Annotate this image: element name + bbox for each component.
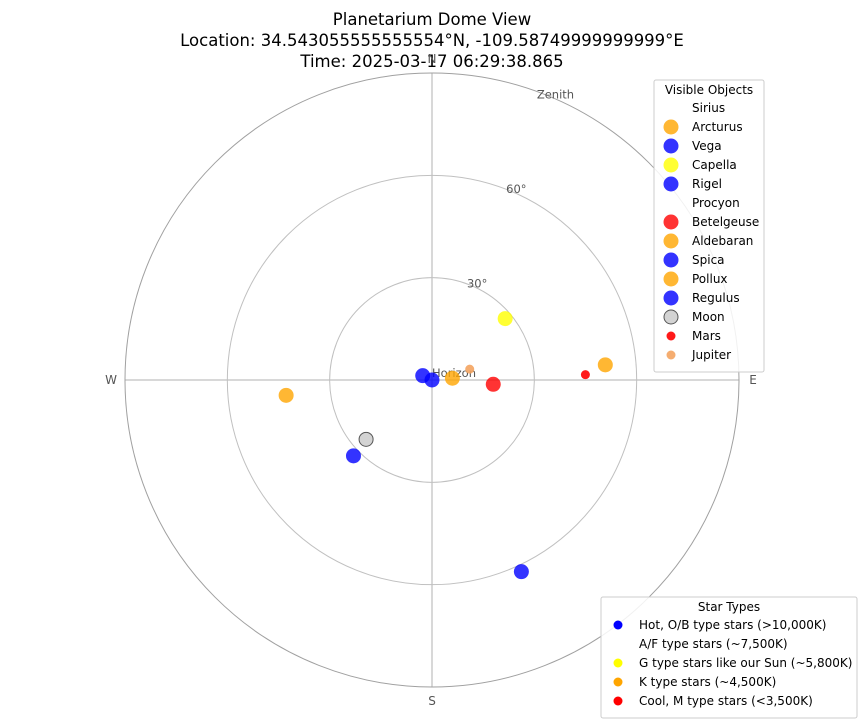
grid-ring-30 xyxy=(329,277,535,483)
legend-objects-label-betelgeuse: Betelgeuse xyxy=(692,215,759,229)
legend-types-marker-hot-o-b-type-stars-10-000k xyxy=(613,620,623,630)
legend-objects-marker-regulus xyxy=(663,290,679,306)
legend-objects-label-procyon: Procyon xyxy=(692,196,740,210)
point-aldebaran xyxy=(444,370,460,386)
legend-objects-label-pollux: Pollux xyxy=(692,272,728,286)
point-moon xyxy=(358,431,374,447)
legend-objects-marker-arcturus xyxy=(663,119,679,135)
point-betelgeuse xyxy=(485,376,501,392)
legend-objects-marker-aldebaran xyxy=(663,233,679,249)
legend-types-marker-k-type-stars-4-500k xyxy=(613,677,623,687)
legend-objects-marker-vega xyxy=(663,138,679,154)
sky-objects xyxy=(278,311,613,580)
legend-objects-title: Visible Objects xyxy=(665,83,753,97)
legend-types-marker-a-f-type-stars-7-500k xyxy=(613,639,623,649)
legend-objects-marker-mars xyxy=(666,331,676,341)
legend-objects-label-arcturus: Arcturus xyxy=(692,120,743,134)
legend-objects-label-regulus: Regulus xyxy=(692,291,740,305)
legend-types-label-k-type-stars-4-500k: K type stars (~4,500K) xyxy=(639,675,776,689)
legend-types-marker-g-type-stars-like-our-sun-5-800k xyxy=(613,658,623,668)
legend-objects-label-aldebaran: Aldebaran xyxy=(692,234,753,248)
direction-label-e: E xyxy=(749,373,757,387)
legend-types-label-cool-m-type-stars-3-500k: Cool, M type stars (<3,500K) xyxy=(639,694,813,708)
chart-subtitle-time: Time: 2025-03-17 06:29:38.865 xyxy=(299,52,563,71)
legend-types-label-hot-o-b-type-stars-10-000k: Hot, O/B type stars (>10,000K) xyxy=(639,618,826,632)
legend-objects-marker-rigel xyxy=(663,176,679,192)
legend-types-label-a-f-type-stars-7-500k: A/F type stars (~7,500K) xyxy=(639,637,788,651)
legend-objects-marker-moon xyxy=(663,309,679,325)
legend-objects-frame xyxy=(653,79,765,373)
legend-objects-label-rigel: Rigel xyxy=(692,177,722,191)
legend-objects-label-mars: Mars xyxy=(692,329,721,343)
direction-label-n: N xyxy=(428,52,437,66)
visible-objects-legend: Visible Objects Sirius Arcturus Vega Capella… xyxy=(653,79,765,373)
legend-objects-marker-spica xyxy=(663,252,679,268)
point-mars xyxy=(580,370,590,380)
legend-objects-marker-procyon xyxy=(663,195,679,211)
legend-types-title: Star Types xyxy=(698,600,760,614)
chart-subtitle-location: Location: 34.543055555555554°N, -109.587… xyxy=(180,31,684,50)
point-spica xyxy=(424,372,440,388)
legend-objects-label-moon: Moon xyxy=(692,310,725,324)
star-types-legend: Star Types Hot, O/B type stars (>10,000K)… xyxy=(600,596,858,719)
point-vega xyxy=(513,564,529,580)
direction-label-w: W xyxy=(105,373,117,387)
point-pollux xyxy=(278,387,294,403)
chart-title: Planetarium Dome View xyxy=(333,10,531,29)
point-arcturus xyxy=(597,357,613,373)
legend-objects-label-jupiter: Jupiter xyxy=(691,348,731,362)
legend-objects-label-spica: Spica xyxy=(692,253,725,267)
legend-objects-marker-pollux xyxy=(663,271,679,287)
point-jupiter xyxy=(465,364,475,374)
ring-label-30: 30° xyxy=(467,276,487,290)
legend-objects-marker-capella xyxy=(663,157,679,173)
legend-objects-label-vega: Vega xyxy=(692,139,722,153)
legend-types-frame xyxy=(600,596,858,719)
legend-objects-marker-jupiter xyxy=(666,350,676,360)
point-regulus xyxy=(345,448,361,464)
grid-ring-90 xyxy=(124,72,740,688)
point-capella xyxy=(497,311,513,327)
ring-label-60: 60° xyxy=(506,182,526,196)
ring-label-90: Zenith xyxy=(537,87,574,101)
legend-objects-label-capella: Capella xyxy=(692,158,737,172)
legend-objects-marker-sirius xyxy=(663,100,679,116)
legend-types-marker-cool-m-type-stars-3-500k xyxy=(613,696,623,706)
legend-objects-label-sirius: Sirius xyxy=(692,101,725,115)
legend-objects-marker-betelgeuse xyxy=(663,214,679,230)
legend-types-label-g-type-stars-like-our-sun-5-800k: G type stars like our Sun (~5,800K) xyxy=(639,656,852,670)
grid-ring-60 xyxy=(226,174,638,586)
direction-label-s: S xyxy=(428,694,436,708)
